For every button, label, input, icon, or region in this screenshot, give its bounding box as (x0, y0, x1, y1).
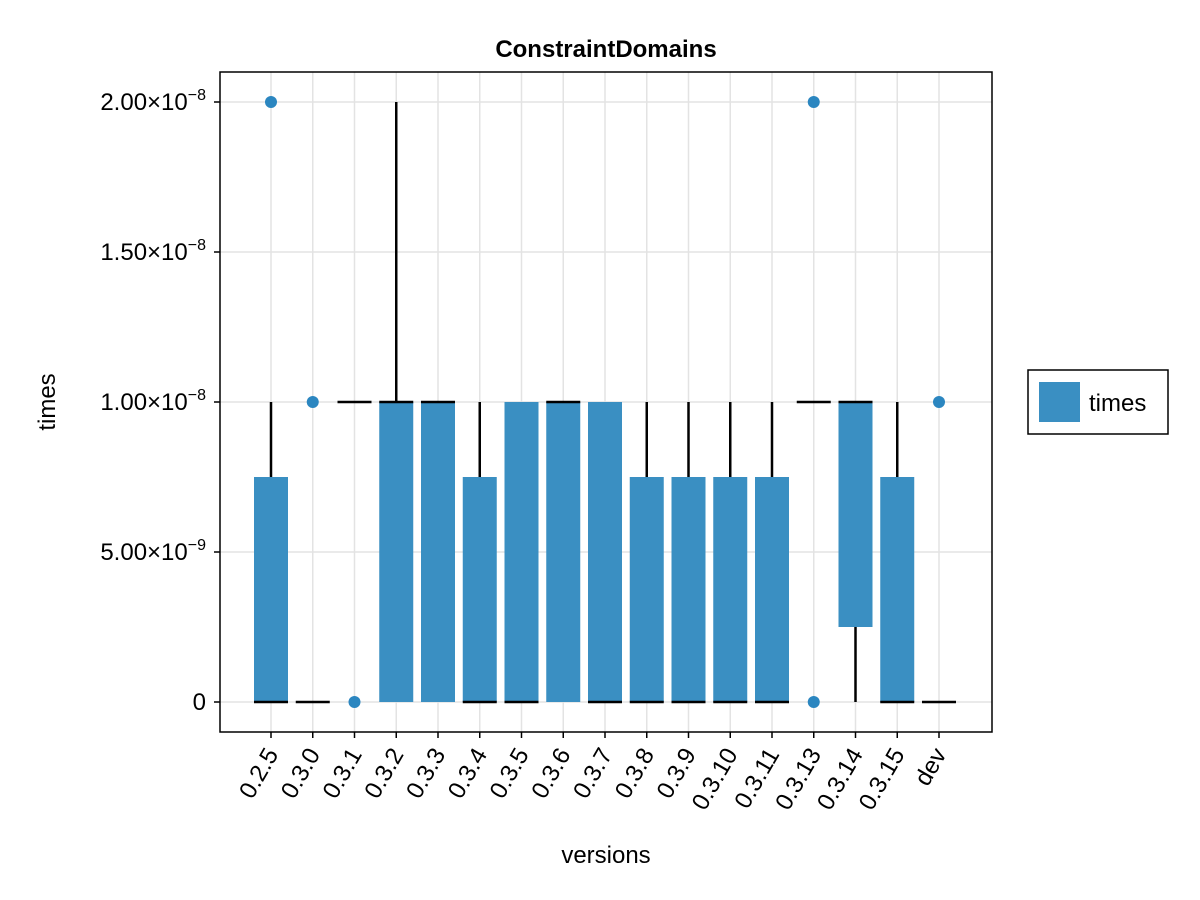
y-tick-label: 5.00×10−9 (100, 537, 206, 566)
x-tick-label: 0.3.7 (568, 744, 618, 804)
outlier-point (306, 396, 319, 408)
box (379, 402, 414, 702)
legend-label: times (1089, 390, 1146, 417)
x-axis: 0.2.50.3.00.3.10.3.20.3.30.3.40.3.50.3.6… (234, 732, 952, 815)
box (504, 402, 539, 702)
x-tick-label: dev (909, 744, 952, 791)
x-tick-label: 0.3.8 (610, 744, 660, 804)
box (880, 477, 915, 702)
legend-frame (1027, 369, 1169, 435)
box (588, 402, 622, 702)
x-tick-label: 0.3.3 (401, 744, 451, 804)
outlier-point (348, 696, 361, 708)
box (421, 402, 455, 702)
outlier-point (933, 396, 945, 408)
box (755, 477, 789, 702)
y-axis-label: times (34, 373, 61, 430)
box (462, 477, 497, 702)
x-tick-label: 0.3.6 (526, 744, 576, 804)
x-tick-label: 0.3.5 (485, 744, 535, 804)
outlier-point (807, 696, 820, 708)
outlier-point (807, 96, 820, 108)
box (671, 477, 706, 702)
y-axis: 0 5.00×10−9 1.00×10−8 1.50×10−8 2.00×10−8 (100, 87, 220, 716)
y-tick-label: 1.50×10−8 (100, 237, 206, 266)
x-tick-label: 0.3.4 (443, 744, 493, 804)
box (546, 402, 581, 702)
x-tick-label: 0.3.2 (359, 744, 409, 804)
legend-swatch (1039, 382, 1080, 422)
y-tick-label: 2.00×10−8 (100, 87, 206, 116)
legend: times (1027, 369, 1169, 435)
x-axis-label: versions (561, 842, 650, 869)
chart-title: ConstraintDomains (495, 36, 716, 63)
box (713, 477, 748, 702)
x-tick-label: 0.2.5 (234, 744, 284, 804)
outlier-point (265, 96, 277, 108)
box-layer (254, 96, 956, 708)
y-tick-label: 1.00×10−8 (100, 387, 206, 416)
x-tick-label: 0.3.0 (276, 744, 326, 804)
y-tick-label: 0 (193, 689, 206, 716)
x-tick-label: 0.3.1 (318, 744, 368, 804)
box (254, 477, 288, 702)
box (838, 402, 873, 627)
box (629, 477, 664, 702)
